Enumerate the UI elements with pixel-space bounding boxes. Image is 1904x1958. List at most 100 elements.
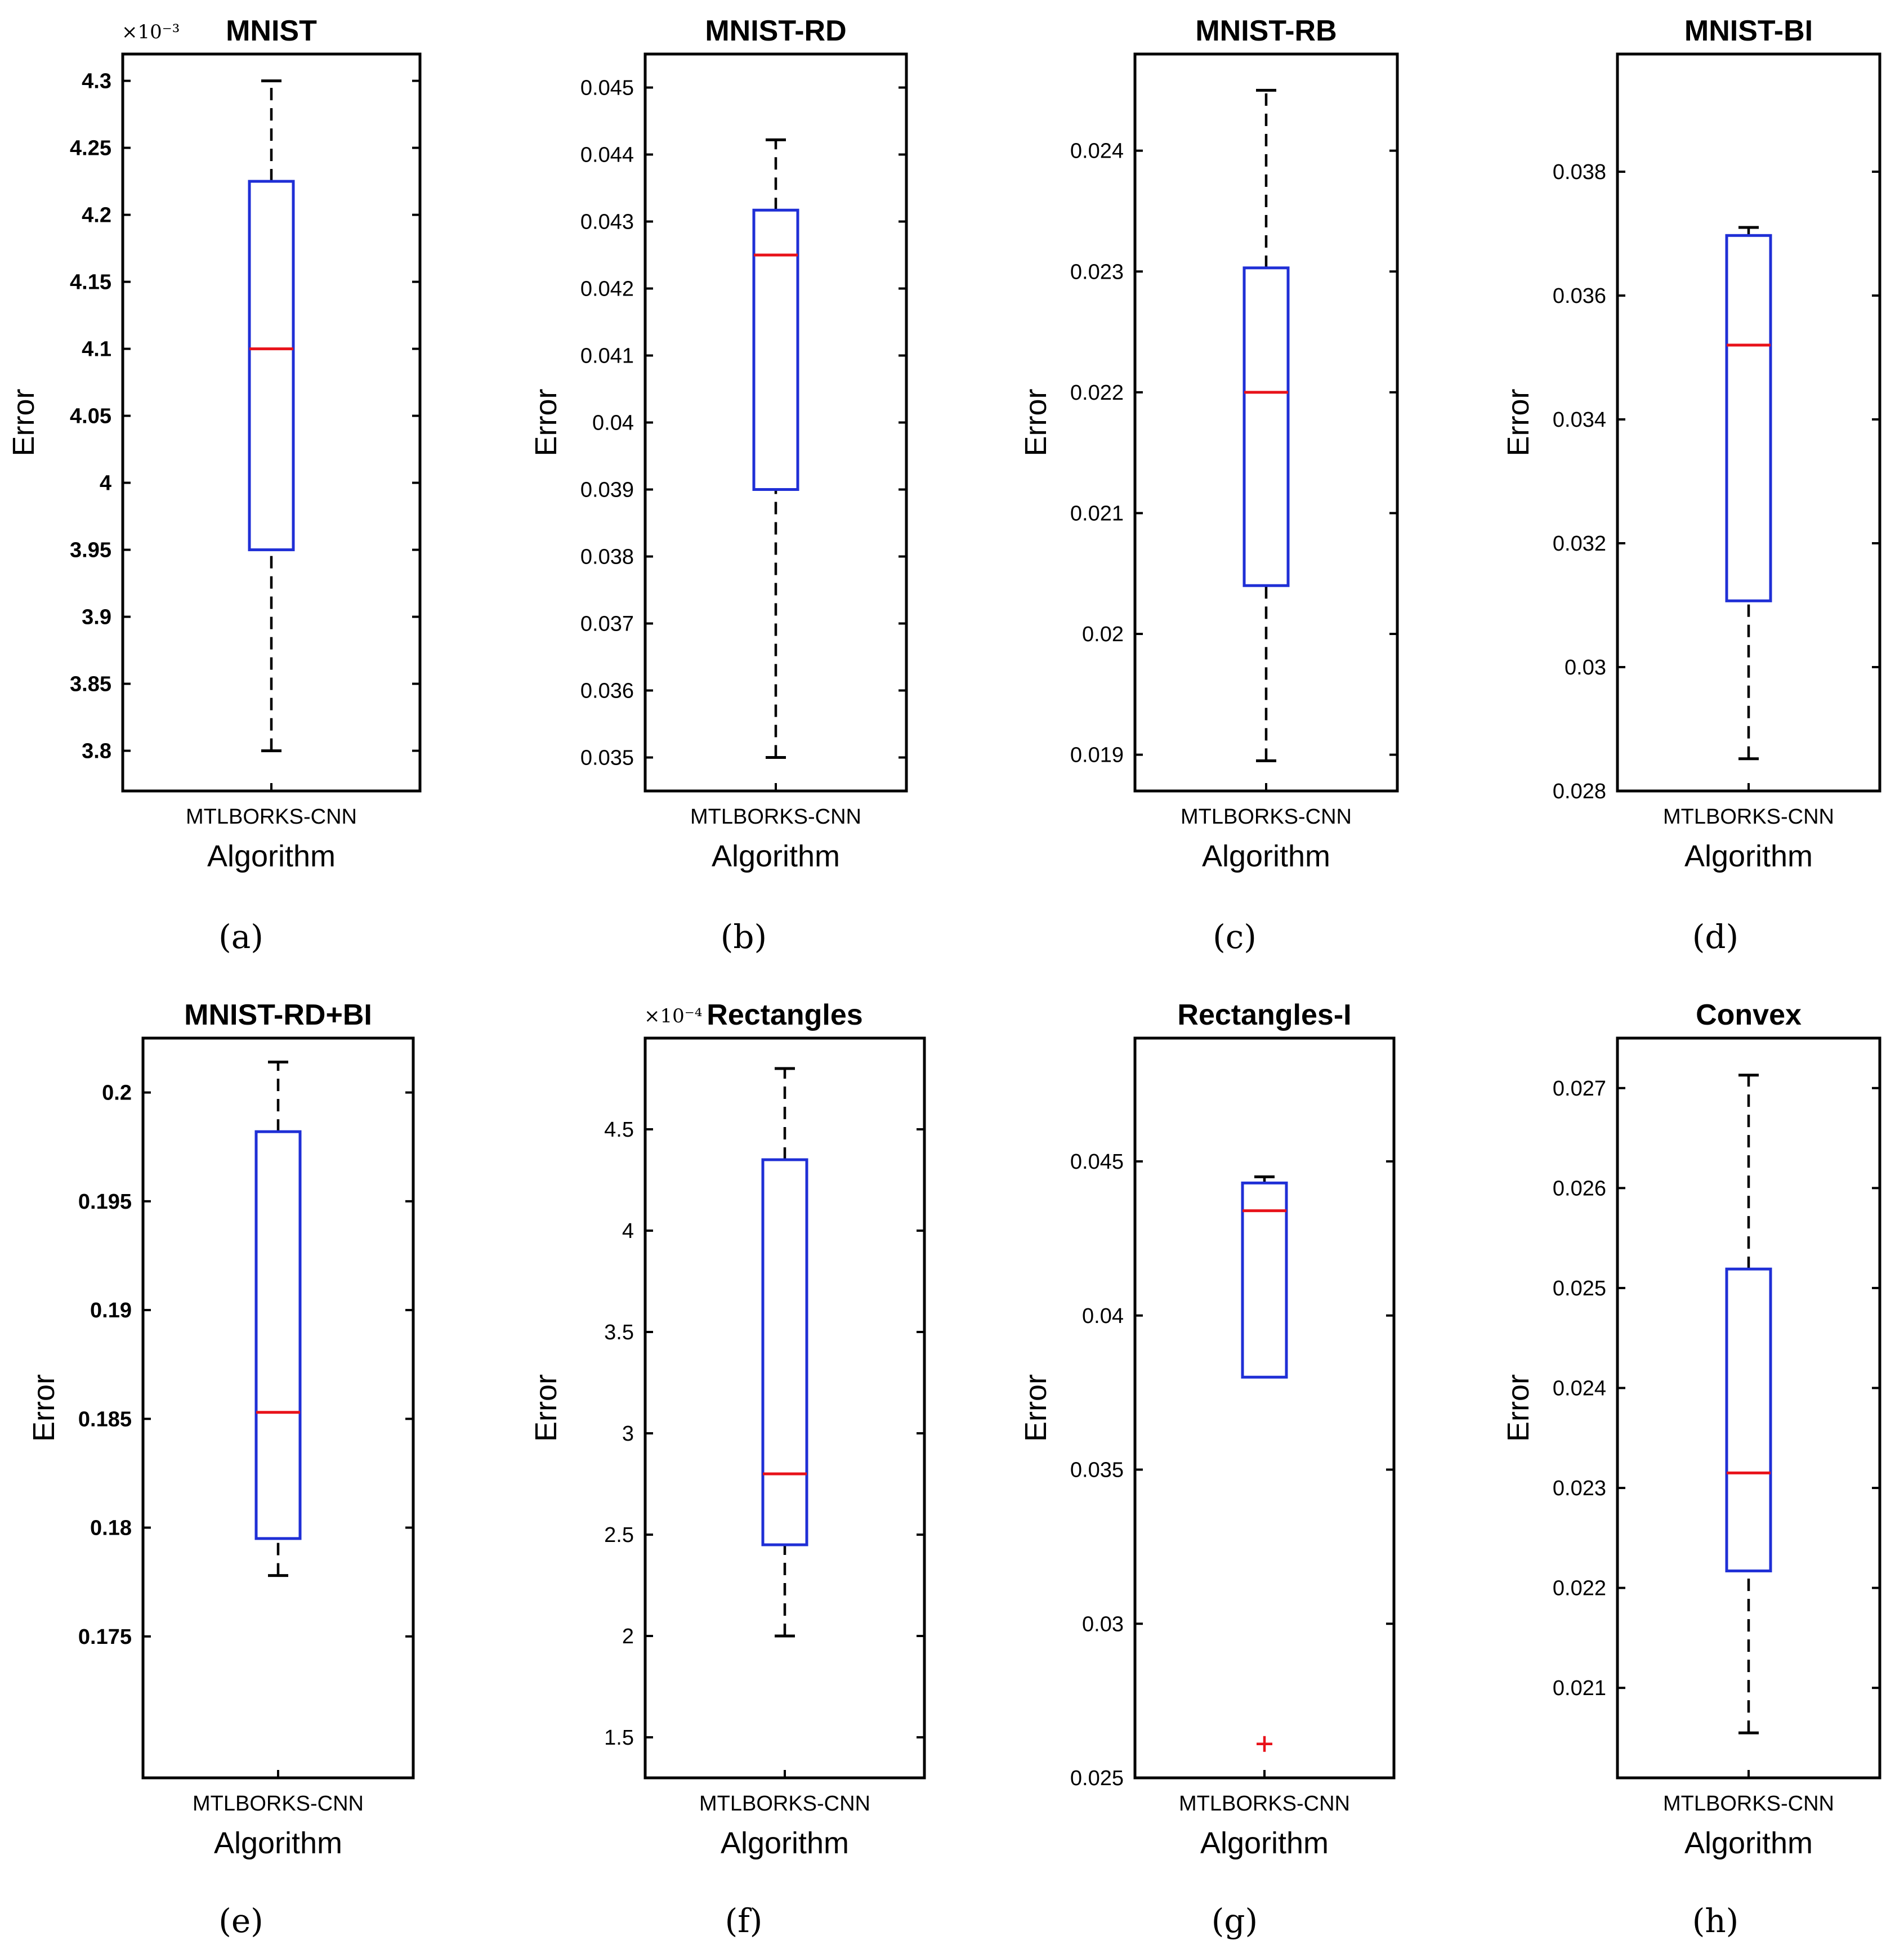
panel-3-xlabel: Algorithm xyxy=(1202,839,1330,873)
panel-7-ytick-label: 0.04 xyxy=(1082,1304,1124,1328)
panel-1-xlabel: Algorithm xyxy=(207,839,336,873)
panel-7-box xyxy=(1241,1181,1288,1379)
panel-2-ytick-label: 0.045 xyxy=(580,77,634,100)
panel-6-xlabel: Algorithm xyxy=(721,1826,849,1860)
panel-4-category-label: MTLBORKS-CNN xyxy=(1663,805,1834,829)
chart-panel-7: 0.025 0.03 0.035 0.04 0.045 Rectangles-I Error… xyxy=(1019,999,1396,1940)
panel-1-ytick-label: 3.85 xyxy=(70,673,111,696)
panel-8-box xyxy=(1725,1267,1772,1572)
panel-4-ytick-label: 0.038 xyxy=(1553,160,1606,184)
chart-panel-5: 0.175 0.18 0.185 0.19 0.195 0.2 MNIST-RD+BI Err… xyxy=(27,999,415,1940)
panel-7-outlier-marker xyxy=(1257,1736,1272,1752)
panel-5-ytick-label: 0.18 xyxy=(90,1517,132,1540)
panel-3-ylabel: Error xyxy=(1019,388,1053,456)
panel-5-box xyxy=(254,1130,302,1540)
panel-5-ytick-label: 0.185 xyxy=(78,1407,132,1431)
panel-2-panel-label: (b) xyxy=(721,918,767,956)
panel-1-ytick-label: 4.1 xyxy=(82,338,111,361)
panel-6-ytick-label: 4 xyxy=(622,1219,634,1243)
chart-panel-3: 0.019 0.02 0.021 0.022 0.023 0.024 MNIST-RB Err… xyxy=(1019,15,1399,956)
panel-8-xlabel: Algorithm xyxy=(1684,1826,1813,1860)
panel-5-ylabel: Error xyxy=(27,1374,61,1442)
panel-2-xlabel: Algorithm xyxy=(712,839,840,873)
chart-panel-1: 3.8 3.85 3.9 3.95 4 4.05 4.1 4.15 4.2 4.25 4.3 MNIS… xyxy=(7,15,422,956)
panel-4-box xyxy=(1725,234,1772,602)
panel-6-ytick-label: 3.5 xyxy=(604,1321,634,1344)
panel-4-title: MNIST-BI xyxy=(1684,15,1813,47)
panel-6-ytick-label: 2.5 xyxy=(604,1523,634,1547)
panel-8-ylabel: Error xyxy=(1501,1374,1535,1442)
panel-4-ytick-label: 0.032 xyxy=(1553,532,1606,556)
panel-3-box xyxy=(1242,266,1290,587)
panel-2-category-label: MTLBORKS-CNN xyxy=(690,805,861,829)
panel-1-title: MNIST xyxy=(226,15,317,47)
panel-7-ylabel: Error xyxy=(1019,1374,1053,1442)
panel-8-panel-label: (h) xyxy=(1692,1902,1739,1940)
panel-5-axes-frame xyxy=(141,1036,415,1780)
panel-6-ytick-label: 2 xyxy=(622,1625,634,1648)
panel-8-ytick-label: 0.022 xyxy=(1553,1577,1606,1601)
panel-1-category-label: MTLBORKS-CNN xyxy=(186,805,357,829)
panel-2-ytick-label: 0.038 xyxy=(580,546,634,569)
panel-7-title: Rectangles-I xyxy=(1177,999,1351,1031)
panel-8-ytick-label: 0.026 xyxy=(1553,1177,1606,1200)
panel-8-ytick-label: 0.021 xyxy=(1553,1677,1606,1700)
panel-2-ytick-label: 0.035 xyxy=(580,746,634,770)
panel-1-ytick-label: 4 xyxy=(100,472,111,495)
panel-3-panel-label: (c) xyxy=(1213,918,1257,956)
panel-5-category-label: MTLBORKS-CNN xyxy=(193,1792,364,1816)
panel-6-title: Rectangles xyxy=(707,999,862,1031)
panel-1-axis-multiplier: ×10⁻³ xyxy=(122,21,180,43)
panel-2-ytick-label: 0.042 xyxy=(580,278,634,301)
panel-7-xlabel: Algorithm xyxy=(1200,1826,1329,1860)
panel-5-ytick-label: 0.2 xyxy=(102,1081,132,1105)
panel-1-panel-label: (a) xyxy=(218,918,263,956)
panel-2-ytick-label: 0.04 xyxy=(592,412,634,435)
panel-7-ytick-label: 0.035 xyxy=(1070,1459,1124,1482)
panel-1-ytick-label: 4.25 xyxy=(70,137,111,160)
panel-4-panel-label: (d) xyxy=(1692,918,1738,956)
panel-1-ytick-label: 4.3 xyxy=(82,70,111,93)
panel-2-ytick-label: 0.043 xyxy=(580,211,634,234)
panel-4-ytick-label: 0.036 xyxy=(1553,284,1606,308)
panel-7-axes-frame xyxy=(1133,1036,1396,1780)
panel-4-ytick-label: 0.028 xyxy=(1553,780,1606,803)
panel-6-ytick-label: 1.5 xyxy=(604,1726,634,1750)
panel-4-ytick-label: 0.03 xyxy=(1565,656,1606,680)
panel-1-ytick-label: 4.2 xyxy=(82,204,111,227)
panel-3-ytick-label: 0.022 xyxy=(1070,381,1124,405)
panel-2-ylabel: Error xyxy=(529,388,563,456)
panel-8-category-label: MTLBORKS-CNN xyxy=(1663,1792,1834,1816)
panel-6-ytick-label: 4.5 xyxy=(604,1118,634,1142)
panel-8-ytick-label: 0.023 xyxy=(1553,1477,1606,1500)
panel-1-ytick-label: 4.05 xyxy=(70,405,111,428)
panel-5-ytick-label: 0.195 xyxy=(78,1190,132,1214)
panel-4-xlabel: Algorithm xyxy=(1684,839,1813,873)
panel-7-ytick-label: 0.025 xyxy=(1070,1767,1124,1790)
panel-4-ytick-label: 0.034 xyxy=(1553,408,1606,432)
panel-7-category-label: MTLBORKS-CNN xyxy=(1179,1792,1350,1816)
panel-2-ytick-label: 0.037 xyxy=(580,613,634,636)
panel-6-panel-label: (f) xyxy=(725,1902,763,1940)
panel-5-ytick-label: 0.19 xyxy=(90,1299,132,1322)
panel-2-title: MNIST-RD xyxy=(705,15,846,47)
chart-panel-4: 0.028 0.03 0.032 0.034 0.036 0.038 MNIST-BI Err… xyxy=(1501,15,1881,956)
panel-5-ytick-label: 0.175 xyxy=(78,1625,132,1649)
panel-1-ytick-label: 3.95 xyxy=(70,539,111,562)
panel-3-title: MNIST-RB xyxy=(1195,15,1337,47)
panel-6-box xyxy=(761,1158,808,1546)
panel-6-axis-multiplier: ×10⁻⁴ xyxy=(644,1005,702,1027)
chart-panel-8: 0.021 0.022 0.023 0.024 0.025 0.026 0.027 Conve… xyxy=(1501,999,1881,1940)
panel-8-ytick-label: 0.025 xyxy=(1553,1277,1606,1300)
panel-6-ylabel: Error xyxy=(529,1374,563,1442)
panel-5-xlabel: Algorithm xyxy=(214,1826,342,1860)
panel-4-axes-frame xyxy=(1616,52,1881,793)
panel-4-ylabel: Error xyxy=(1501,388,1535,456)
panel-2-ytick-label: 0.044 xyxy=(580,144,634,167)
chart-panel-2: 0.035 0.036 0.037 0.038 0.039 0.04 0.041 0.042 0… xyxy=(529,15,908,956)
panel-8-ytick-label: 0.027 xyxy=(1553,1077,1606,1101)
panel-5-panel-label: (e) xyxy=(218,1902,263,1940)
panel-1-ylabel: Error xyxy=(7,388,41,456)
panel-3-ytick-label: 0.021 xyxy=(1070,502,1124,525)
